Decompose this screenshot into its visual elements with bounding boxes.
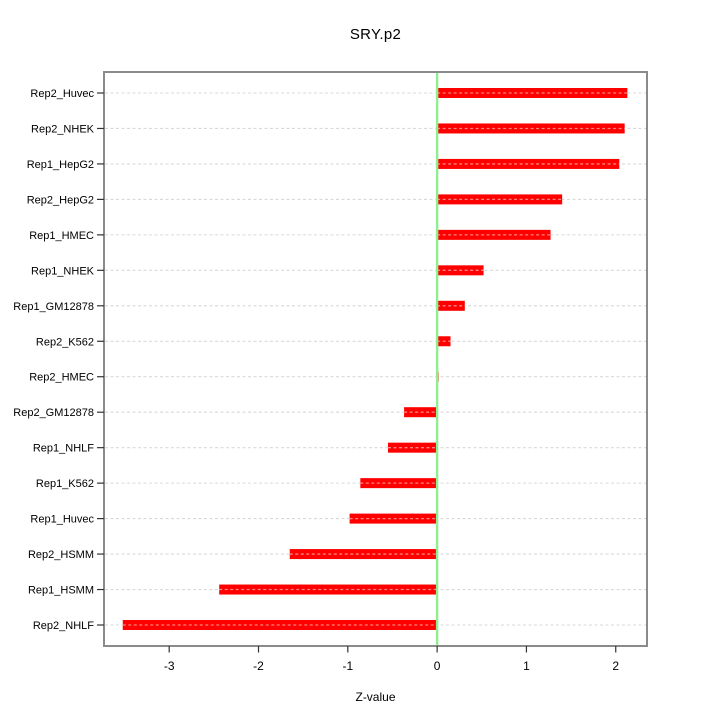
category-label: Rep2_GM12878 (13, 407, 94, 419)
x-tick-label: 1 (523, 659, 530, 673)
chart-title: SRY.p2 (349, 26, 402, 43)
category-label: Rep1_Huvec (30, 514, 94, 526)
x-axis-label: Z-value (355, 690, 396, 704)
bar-Rep1_HepG2 (437, 158, 620, 169)
x-tick-label: 0 (434, 659, 441, 673)
category-label: Rep1_NHEK (31, 265, 95, 277)
x-tick-label: 2 (612, 659, 619, 673)
category-label: Rep1_GM12878 (13, 301, 94, 313)
category-label: Rep1_HSMM (28, 585, 94, 597)
category-label: Rep2_Huvec (30, 88, 94, 100)
bar-Rep2_NHLF (122, 620, 438, 630)
bar-Rep1_Huvec (349, 513, 438, 524)
category-label: Rep2_HSMM (28, 549, 94, 561)
x-tick-label: -1 (342, 659, 353, 673)
category-label: Rep2_NHEK (31, 123, 95, 135)
plot-box (103, 71, 648, 647)
category-label: Rep2_HMEC (29, 372, 94, 384)
x-tick-label: -2 (253, 659, 264, 673)
category-label: Rep1_K562 (36, 478, 94, 490)
bar-Rep1_HSMM (219, 584, 438, 595)
category-label: Rep1_HepG2 (27, 159, 94, 171)
category-label: Rep2_HepG2 (27, 194, 94, 206)
bar-Rep1_K562 (360, 478, 438, 489)
x-tick-label: -3 (164, 659, 175, 673)
category-label: Rep2_K562 (36, 336, 94, 348)
category-label: Rep1_NHLF (33, 443, 94, 455)
category-label: Rep2_NHLF (33, 620, 94, 632)
category-label: Rep1_HMEC (29, 230, 94, 242)
